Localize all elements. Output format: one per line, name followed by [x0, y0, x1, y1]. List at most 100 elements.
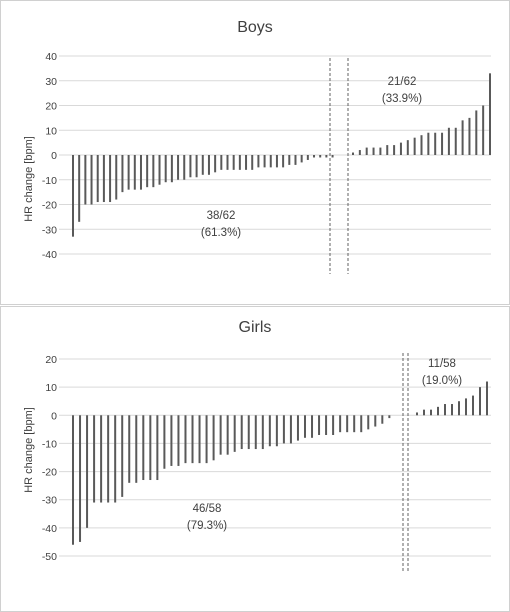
bar-positive [454, 127, 457, 155]
bar-negative [306, 155, 309, 160]
bar-negative [156, 415, 159, 481]
annotation-percent: (61.3%) [201, 227, 241, 239]
chart-boys: Boys 40 30 20 10 0 -10 -20 -30 -40 HR change [bpm]… [23, 19, 491, 274]
bar-negative [353, 415, 356, 433]
bar-negative [245, 155, 248, 170]
bar-negative [90, 155, 93, 205]
bar-negative [146, 155, 149, 188]
bar-negative [142, 415, 145, 481]
bar-positive [352, 152, 354, 155]
y-tick-label: 20 [45, 101, 57, 113]
bar-negative [158, 155, 161, 185]
bar-negative [114, 415, 117, 503]
annotation-percent: (79.3%) [187, 520, 227, 532]
bar-positive [406, 140, 409, 155]
bar-negative [331, 155, 334, 158]
bar-negative [79, 415, 82, 542]
bar-negative [149, 415, 152, 481]
chart-boys-panel: Boys 40 30 20 10 0 -10 -20 -30 -40 HR change [bpm]… [0, 0, 510, 305]
y-axis-label: HR change [bpm] [23, 136, 35, 222]
bar-negative [170, 415, 173, 466]
chart-title: Boys [237, 19, 273, 36]
bar-negative [127, 155, 130, 190]
bar-negative [325, 155, 328, 158]
bar-negative [135, 415, 138, 483]
bar-negative [240, 415, 243, 450]
bar-positive [365, 147, 368, 155]
bar-negative [184, 415, 187, 464]
bar-negative [220, 155, 223, 170]
y-tick-label: -40 [42, 249, 57, 261]
y-tick-label: 10 [45, 382, 57, 394]
bar-negative [102, 155, 105, 203]
bar-positive [358, 150, 361, 155]
bar-negative [198, 415, 201, 464]
bar-negative [121, 155, 124, 193]
bar-negative [177, 155, 180, 180]
bar-negative [72, 155, 74, 237]
y-tick-label: -30 [42, 224, 57, 236]
bar-negative [233, 415, 236, 452]
bar-negative [367, 415, 370, 430]
bar-negative [294, 155, 297, 165]
bar-negative [254, 415, 257, 450]
y-tick-label: -20 [42, 467, 57, 479]
bar-positive [444, 404, 446, 416]
bar-negative [381, 415, 384, 424]
bar-negative [303, 415, 306, 438]
bar-negative [152, 155, 155, 188]
bar-positive [430, 409, 432, 416]
bar-negative [86, 415, 89, 528]
bar-negative [201, 155, 204, 175]
bar-negative [319, 155, 322, 158]
bar-negative [93, 415, 96, 503]
bar-negative [195, 155, 198, 178]
bar-negative [226, 155, 229, 170]
bar-positive [416, 412, 418, 416]
bar-negative [346, 415, 349, 433]
bar-positive [434, 132, 437, 155]
bar-negative [212, 415, 215, 461]
bar-positive [472, 395, 474, 416]
bar-negative [207, 155, 210, 175]
bar-negative [360, 415, 363, 433]
bar-negative [205, 415, 208, 464]
bar-negative [288, 155, 291, 165]
bar-negative [133, 155, 136, 190]
bar-positive [447, 127, 450, 155]
bar-negative [170, 155, 173, 183]
y-tick-label: 0 [51, 410, 57, 422]
bar-negative [318, 415, 321, 435]
bar-positive [399, 142, 402, 155]
chart-girls-panel: Girls 20 10 0 -10 -20 -30 -40 -50 HR change [bpm]… [0, 306, 510, 612]
bar-positive [465, 398, 467, 416]
bar-negative [191, 415, 194, 464]
bar-negative [269, 155, 272, 168]
bar-positive [475, 110, 478, 155]
bar-negative [109, 155, 112, 203]
annotation-count: 38/62 [207, 210, 236, 222]
bar-negative [282, 415, 285, 444]
annotation-count: 11/58 [428, 358, 456, 370]
bar-negative [247, 415, 250, 450]
bar-negative [332, 415, 335, 435]
bar-positive [486, 381, 488, 416]
annotation-percent: (19.0%) [422, 375, 462, 387]
bar-negative [374, 415, 377, 427]
bar-negative [128, 415, 131, 483]
bar-negative [78, 155, 81, 222]
bar-positive [379, 147, 382, 155]
bar-negative [275, 415, 278, 447]
bar-negative [183, 155, 186, 180]
bar-negative [164, 155, 167, 183]
bar-positive [458, 401, 460, 416]
bar-negative [96, 155, 99, 203]
bar-negative [214, 155, 217, 173]
bar-negative [300, 155, 303, 163]
annotation-percent: (33.9%) [382, 93, 422, 105]
bar-negative [189, 155, 192, 178]
bar-negative [311, 415, 314, 438]
annotation-count: 21/62 [388, 76, 417, 88]
bar-positive [489, 73, 491, 155]
y-tick-label: 0 [51, 150, 57, 162]
